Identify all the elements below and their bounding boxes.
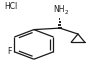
Text: 2: 2 [64, 10, 68, 15]
Text: HCl: HCl [4, 2, 18, 11]
Text: NH: NH [53, 5, 64, 14]
Text: F: F [8, 47, 12, 56]
